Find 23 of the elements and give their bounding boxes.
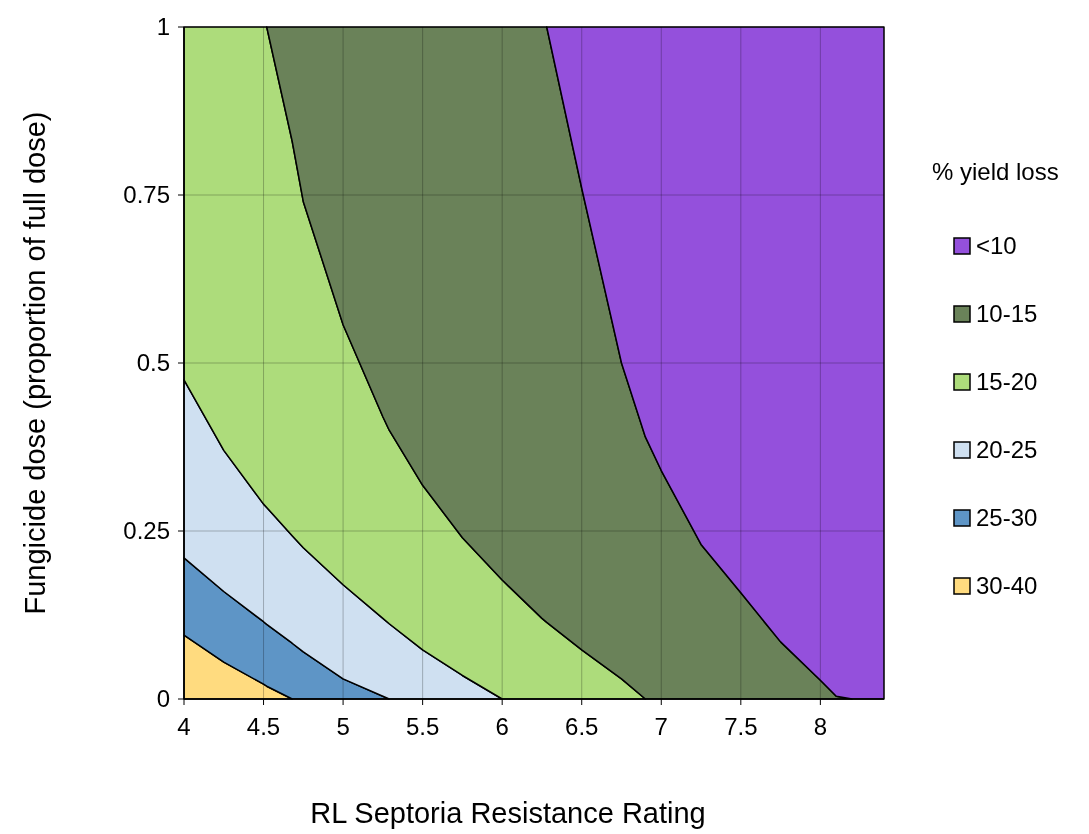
y-tick-label: 0.5 (136, 349, 170, 376)
x-tick-label: 4.5 (246, 713, 281, 740)
legend-title: % yield loss (932, 158, 1059, 185)
x-tick-label: 5 (336, 713, 350, 740)
x-axis-title: RL Septoria Resistance Rating (310, 797, 706, 829)
legend-label: 25-30 (976, 504, 1038, 531)
x-tick-label: 5.5 (405, 713, 440, 740)
y-axis-title: Fungicide dose (proportion of full dose) (19, 111, 51, 615)
y-tick-label: 0.75 (123, 181, 170, 208)
legend-label: <10 (976, 232, 1017, 259)
x-tick-label: 4 (177, 713, 191, 740)
x-tick-label: 7.5 (724, 713, 758, 740)
legend-label: 15-20 (976, 368, 1038, 395)
legend-label: 30-40 (976, 572, 1038, 599)
y-tick-label: 1 (156, 13, 170, 40)
y-tick-label: 0 (156, 685, 170, 712)
legend-label: 20-25 (976, 436, 1038, 463)
legend-label: 10-15 (976, 300, 1038, 327)
x-tick-label: 8 (813, 713, 828, 740)
x-tick-label: 7 (654, 713, 668, 740)
y-tick-label: 0.25 (123, 517, 170, 544)
x-tick-label: 6 (495, 713, 509, 740)
x-tick-label: 6.5 (565, 713, 599, 740)
